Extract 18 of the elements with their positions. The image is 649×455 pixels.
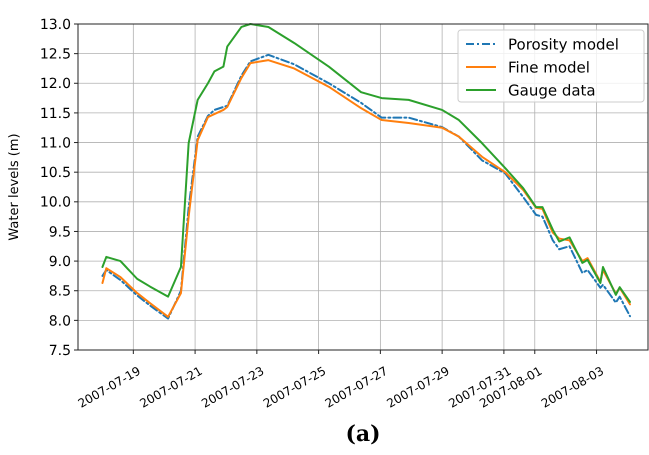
y-tick-label: 12.5 <box>40 46 71 63</box>
line-series <box>101 23 631 303</box>
legend-label: Porosity model <box>508 35 619 54</box>
y-tick-label: 7.5 <box>48 342 71 359</box>
y-tick-label: 10.5 <box>40 165 71 182</box>
y-tick-label: 9.0 <box>48 254 71 270</box>
y-tick-label: 9.5 <box>48 224 71 240</box>
text: (a) <box>345 421 381 447</box>
y-tick-label: 12.0 <box>40 76 71 92</box>
y-tick-label: 8.0 <box>48 313 71 330</box>
y-axis-title: Water levels (m) <box>7 133 22 241</box>
y-tick-label: 11.5 <box>40 106 71 122</box>
legend-label: Gauge data <box>508 81 596 100</box>
y-tick-label: 11.0 <box>40 135 71 152</box>
legend-label: Fine model <box>508 58 590 76</box>
y-tick-label: 8.5 <box>48 284 71 300</box>
y-tick-label: 10.0 <box>40 194 71 211</box>
y-tick-label: 13.0 <box>40 16 71 33</box>
